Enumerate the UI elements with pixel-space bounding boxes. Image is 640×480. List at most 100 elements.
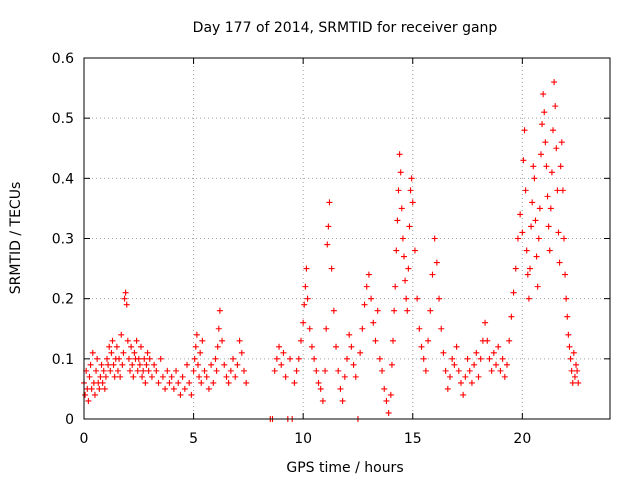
data-point [186, 379, 193, 386]
data-point [399, 235, 406, 242]
data-point [564, 313, 571, 320]
data-point [501, 373, 508, 380]
data-point [376, 355, 383, 362]
data-point [124, 337, 131, 344]
data-point [335, 367, 342, 374]
data-point [85, 397, 92, 404]
data-point [308, 343, 315, 350]
data-point [330, 307, 337, 314]
data-point [313, 367, 320, 374]
data-point [240, 367, 247, 374]
data-point [344, 355, 350, 362]
data-point [125, 355, 132, 362]
data-point [370, 319, 377, 326]
data-point [198, 379, 205, 386]
data-point [385, 409, 392, 416]
data-point [524, 271, 531, 278]
data-point [531, 175, 538, 182]
data-point [111, 373, 118, 380]
data-point [148, 373, 155, 380]
data-point [346, 331, 353, 338]
data-point [193, 331, 200, 338]
data-point [510, 289, 517, 296]
data-point [179, 373, 186, 380]
data-point [213, 367, 220, 374]
data-point [238, 349, 245, 356]
data-point [357, 349, 364, 356]
data-point [537, 151, 544, 158]
data-point [89, 349, 96, 356]
y-tick-label: 0 [65, 412, 74, 428]
data-point [300, 319, 307, 326]
data-point [361, 301, 368, 308]
data-point [326, 199, 333, 206]
data-point [381, 385, 388, 392]
data-point [416, 325, 423, 332]
x-axis-label: GPS time / hours [286, 460, 403, 476]
data-point [223, 373, 230, 380]
data-point [129, 361, 136, 368]
y-tick-label: 0.4 [52, 171, 74, 187]
x-tick-label: 20 [513, 431, 531, 447]
data-point [214, 343, 221, 350]
data-point [325, 223, 332, 230]
data-point [118, 331, 125, 338]
data-point [280, 349, 287, 356]
data-point [197, 349, 204, 356]
data-point [457, 379, 464, 386]
data-point [201, 367, 208, 374]
data-point [88, 385, 95, 392]
data-point [444, 385, 451, 392]
data-point [151, 361, 158, 368]
data-point [559, 187, 566, 194]
data-point [568, 367, 575, 374]
data-point [395, 187, 402, 194]
data-point [543, 163, 550, 170]
data-point [397, 169, 404, 176]
data-point [328, 265, 335, 272]
data-point [190, 367, 197, 374]
data-point [484, 337, 491, 344]
data-point [363, 283, 370, 290]
data-point [352, 373, 359, 380]
data-point [527, 265, 534, 272]
data-point [324, 241, 331, 248]
data-point [433, 259, 440, 266]
data-point [525, 295, 532, 302]
data-point [486, 355, 493, 362]
data-point [107, 367, 114, 374]
data-point [398, 205, 405, 212]
data-point [517, 211, 524, 218]
data-point [468, 379, 475, 386]
y-tick-label: 0.6 [52, 51, 74, 67]
data-point [97, 373, 104, 380]
data-point [136, 361, 143, 368]
data-point [554, 187, 561, 194]
data-point [359, 325, 366, 332]
data-point [205, 385, 212, 392]
data-point [396, 151, 403, 158]
data-point [393, 247, 400, 254]
data-point [404, 307, 411, 314]
data-point [297, 337, 304, 344]
data-point [460, 391, 467, 398]
data-point [94, 355, 101, 362]
data-point [164, 367, 171, 374]
data-point [495, 343, 502, 350]
y-tick-label: 0.5 [52, 111, 74, 127]
data-point [374, 307, 381, 314]
data-point [301, 301, 308, 308]
data-point [123, 301, 130, 308]
data-point [573, 361, 580, 368]
data-point [323, 325, 330, 332]
data-point [431, 235, 438, 242]
data-point [350, 361, 357, 368]
data-point [108, 349, 115, 356]
data-point [455, 367, 462, 374]
y-tick-label: 0.1 [52, 352, 74, 368]
data-point [520, 157, 527, 164]
data-points [81, 79, 582, 422]
data-point [464, 355, 471, 362]
data-point [536, 205, 543, 212]
